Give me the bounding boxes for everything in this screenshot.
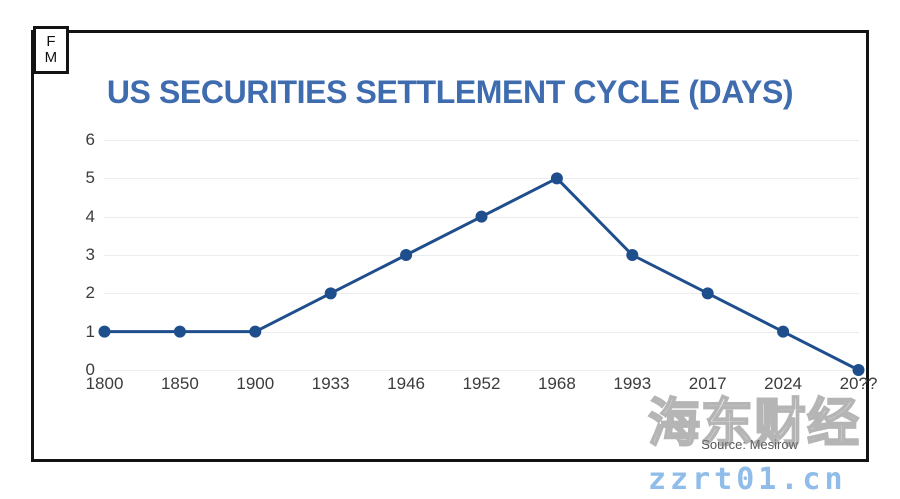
chart-plot-area: 0 1 2 3 4 5 6 1800 1850 1900 1933 1946 1952 1968 1993… (31, 130, 878, 395)
chart-title: US SECURITIES SETTLEMENT CYCLE (DAYS) (106, 74, 794, 110)
data-point-marker (550, 172, 563, 185)
data-point-marker (475, 210, 488, 223)
x-axis-tick-label: 1800 (85, 374, 124, 393)
fm-logo-line-2: M (44, 49, 58, 66)
slide-frame (31, 30, 869, 462)
series-line (105, 178, 859, 370)
data-point-marker (400, 249, 413, 261)
y-axis-tick-label: 4 (85, 206, 95, 226)
data-point-marker (249, 325, 262, 338)
gridline (104, 255, 859, 256)
gridline (104, 370, 859, 371)
y-axis-tick-label: 6 (85, 130, 95, 149)
x-axis: 1800 1850 1900 1933 1946 1952 1968 1993 2017 2024… (86, 374, 878, 404)
line-series (98, 172, 865, 376)
fm-logo-line-1: F (46, 33, 56, 50)
data-point-marker (626, 249, 639, 261)
data-point-marker (777, 325, 790, 338)
watermark-url-text: zzrt01.cn (648, 462, 847, 497)
x-axis-tick-label: 1933 (311, 374, 350, 393)
x-axis-tick-label: 1968 (537, 374, 576, 393)
data-point-marker (701, 287, 714, 300)
x-axis-tick-label: 1946 (387, 374, 426, 393)
y-axis-tick-label: 3 (85, 245, 95, 264)
data-point-marker (173, 325, 186, 338)
x-axis-tick-label: 1900 (236, 374, 275, 393)
gridline (104, 140, 859, 141)
x-axis-tick-label: 1850 (160, 374, 199, 393)
x-axis-tick-label: 1993 (613, 374, 652, 393)
y-axis-tick-label: 0 (85, 360, 95, 379)
gridline (104, 331, 859, 333)
y-axis: 0 1 2 3 4 5 6 (61, 130, 95, 379)
fm-logo: F M (33, 26, 69, 74)
y-axis-tick-label: 1 (85, 321, 95, 341)
gridline (104, 293, 859, 295)
data-point-marker (852, 364, 865, 376)
y-axis-tick-label: 5 (85, 168, 95, 188)
y-axis-tick-label: 2 (85, 283, 95, 303)
data-point-marker (324, 287, 337, 300)
gridline (104, 178, 859, 180)
x-axis-tick-label: 2024 (764, 374, 803, 393)
data-point-marker (98, 325, 111, 338)
x-axis-tick-label: 1952 (462, 374, 501, 393)
x-axis-tick-label: 2017 (688, 374, 727, 393)
x-axis-tick-label: 20?? (839, 374, 878, 393)
source-note: Source: Mesirow (701, 437, 798, 452)
